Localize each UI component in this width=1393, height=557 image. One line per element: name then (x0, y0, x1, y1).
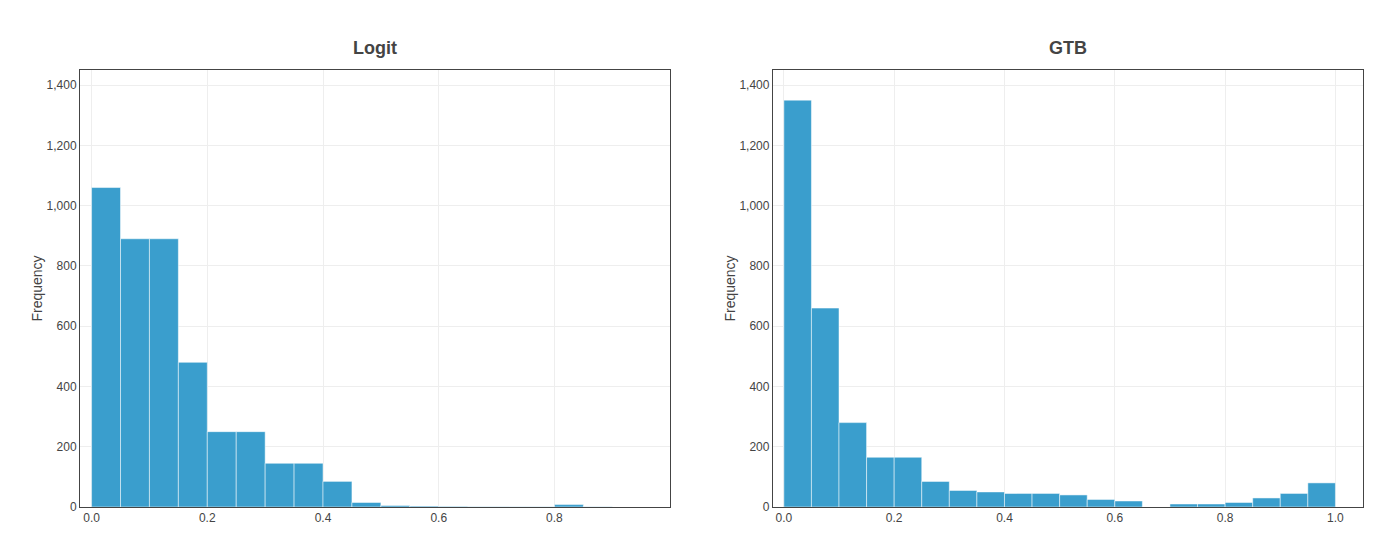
svg-text:800: 800 (57, 259, 77, 273)
svg-text:1,400: 1,400 (739, 78, 769, 92)
svg-text:0.2: 0.2 (886, 511, 903, 525)
svg-text:400: 400 (57, 380, 77, 394)
svg-text:1.0: 1.0 (1327, 511, 1344, 525)
svg-text:0: 0 (70, 500, 77, 514)
svg-text:0.6: 0.6 (1106, 511, 1123, 525)
svg-text:800: 800 (749, 259, 769, 273)
svg-text:0: 0 (763, 500, 770, 514)
svg-text:Logit: Logit (353, 38, 397, 58)
svg-text:0.4: 0.4 (996, 511, 1013, 525)
svg-text:0.0: 0.0 (83, 511, 100, 525)
svg-text:0.0: 0.0 (776, 511, 793, 525)
svg-text:1,000: 1,000 (47, 199, 77, 213)
svg-text:0.8: 0.8 (1217, 511, 1234, 525)
svg-text:600: 600 (749, 319, 769, 333)
svg-text:1,400: 1,400 (47, 78, 77, 92)
svg-text:400: 400 (749, 380, 769, 394)
svg-text:200: 200 (749, 440, 769, 454)
svg-text:Frequency: Frequency (29, 255, 45, 321)
svg-text:1,000: 1,000 (739, 199, 769, 213)
svg-text:0.6: 0.6 (430, 511, 447, 525)
svg-text:1,200: 1,200 (47, 139, 77, 153)
svg-text:0.2: 0.2 (199, 511, 216, 525)
svg-text:600: 600 (57, 319, 77, 333)
svg-text:GTB: GTB (1049, 38, 1087, 58)
svg-text:Frequency: Frequency (722, 255, 738, 321)
svg-text:1,200: 1,200 (739, 139, 769, 153)
svg-text:0.8: 0.8 (546, 511, 563, 525)
svg-text:200: 200 (57, 440, 77, 454)
svg-text:0.4: 0.4 (315, 511, 332, 525)
